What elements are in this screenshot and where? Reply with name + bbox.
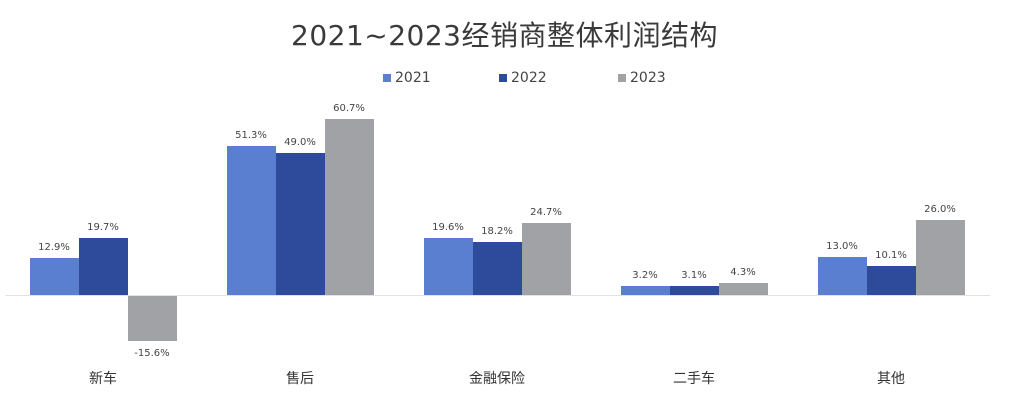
data-label: 12.9% — [38, 241, 70, 253]
bar-2022 — [669, 286, 719, 295]
data-label: 4.3% — [730, 266, 756, 278]
legend-swatch-icon — [383, 74, 391, 82]
category-label: 二手车 — [673, 371, 715, 387]
legend-swatch-icon — [618, 74, 626, 82]
bar-2021 — [226, 146, 276, 295]
data-label: 13.0% — [826, 241, 858, 253]
data-label: 10.1% — [875, 249, 907, 261]
bar-2022 — [472, 242, 522, 295]
bar-2021 — [423, 238, 473, 295]
chart-title: 2021~2023经销商整体利润结构 — [291, 19, 718, 52]
zero-baseline — [5, 295, 990, 296]
legend-item-2023: 2023 — [618, 70, 666, 86]
data-label: 19.6% — [432, 222, 464, 234]
bar-2023 — [718, 282, 768, 295]
bar-2022 — [78, 237, 128, 295]
legend-label: 2021 — [395, 70, 431, 86]
bar-2023 — [521, 223, 571, 295]
category-label: 售后 — [286, 371, 314, 387]
legend-label: 2023 — [630, 70, 666, 86]
data-label: 3.2% — [632, 269, 658, 281]
category-label: 其他 — [877, 371, 905, 387]
category-label: 金融保险 — [469, 371, 525, 387]
data-label: 49.0% — [284, 136, 316, 148]
data-label: 26.0% — [924, 203, 956, 215]
bar-2022 — [275, 152, 325, 295]
data-label: 60.7% — [333, 102, 365, 114]
data-label: 3.1% — [681, 270, 707, 281]
legend: 2021 2022 2023 — [0, 70, 1009, 90]
category-label: 新车 — [89, 371, 117, 387]
legend-swatch-icon — [499, 74, 507, 82]
legend-item-2022: 2022 — [499, 70, 547, 86]
bar-2022 — [866, 265, 916, 295]
legend-item-2021: 2021 — [383, 70, 431, 86]
bar-2023 — [324, 118, 374, 295]
data-label: 51.3% — [235, 130, 267, 142]
bar-2023 — [915, 219, 965, 295]
data-label: 18.2% — [481, 226, 513, 238]
data-label: -15.6% — [134, 348, 170, 360]
legend-label: 2022 — [511, 70, 547, 86]
bar-2021 — [817, 257, 867, 295]
bar-2021 — [29, 257, 79, 295]
bar-2021 — [620, 285, 670, 295]
data-label: 19.7% — [87, 221, 119, 233]
data-label: 24.7% — [530, 207, 562, 219]
bar-2023 — [127, 296, 177, 342]
